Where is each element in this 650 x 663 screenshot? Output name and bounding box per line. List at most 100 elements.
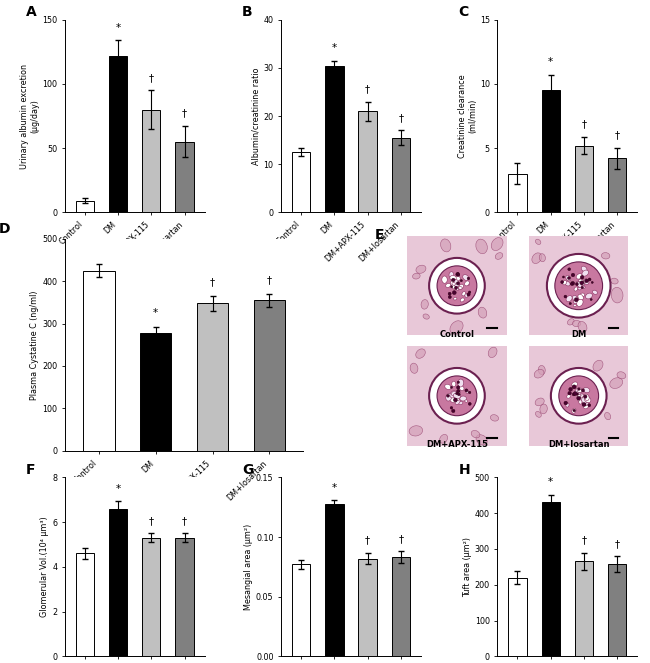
Ellipse shape — [465, 282, 470, 285]
Ellipse shape — [578, 400, 582, 404]
Ellipse shape — [578, 294, 583, 300]
Y-axis label: Urinary albumin excretion
(μg/day): Urinary albumin excretion (μg/day) — [20, 64, 40, 168]
Ellipse shape — [573, 296, 578, 301]
Circle shape — [456, 272, 460, 275]
Bar — [541, 90, 560, 212]
Ellipse shape — [586, 293, 592, 299]
Bar — [575, 145, 593, 212]
Text: †: † — [210, 277, 215, 287]
Ellipse shape — [584, 394, 589, 400]
Ellipse shape — [452, 381, 456, 387]
Ellipse shape — [536, 239, 541, 245]
Circle shape — [569, 302, 571, 305]
Ellipse shape — [563, 280, 567, 285]
Bar — [292, 564, 310, 656]
Ellipse shape — [578, 279, 584, 284]
Ellipse shape — [423, 314, 429, 319]
Text: †: † — [266, 275, 272, 285]
Ellipse shape — [540, 404, 547, 414]
Text: †: † — [365, 536, 370, 546]
Circle shape — [575, 298, 578, 302]
Circle shape — [448, 292, 451, 295]
Bar — [83, 271, 114, 451]
Circle shape — [572, 392, 575, 396]
Ellipse shape — [453, 279, 460, 287]
Ellipse shape — [458, 401, 463, 404]
Circle shape — [590, 298, 592, 300]
Circle shape — [460, 280, 462, 282]
Ellipse shape — [451, 392, 457, 396]
Ellipse shape — [457, 284, 460, 288]
Ellipse shape — [454, 276, 460, 281]
Ellipse shape — [478, 307, 487, 318]
Ellipse shape — [453, 391, 457, 394]
Circle shape — [580, 281, 584, 285]
Ellipse shape — [536, 412, 541, 417]
Ellipse shape — [465, 281, 469, 286]
Ellipse shape — [445, 385, 451, 389]
Ellipse shape — [593, 360, 603, 371]
Text: †: † — [182, 516, 187, 526]
Bar — [76, 554, 94, 656]
Circle shape — [575, 282, 578, 286]
Circle shape — [450, 286, 453, 288]
Ellipse shape — [580, 394, 586, 400]
Ellipse shape — [454, 393, 460, 398]
Text: F: F — [26, 463, 36, 477]
Ellipse shape — [450, 396, 457, 402]
Circle shape — [448, 296, 451, 298]
Ellipse shape — [572, 382, 578, 387]
Ellipse shape — [442, 276, 447, 283]
Ellipse shape — [610, 378, 623, 389]
Y-axis label: Plasma Cystatine C (ng/ml): Plasma Cystatine C (ng/ml) — [31, 290, 40, 400]
Circle shape — [568, 268, 571, 271]
Text: †: † — [149, 73, 154, 83]
Circle shape — [573, 409, 575, 412]
Circle shape — [577, 396, 580, 400]
Bar — [176, 142, 194, 212]
Ellipse shape — [567, 394, 571, 398]
Text: *: * — [548, 477, 553, 487]
Circle shape — [437, 376, 477, 416]
Ellipse shape — [578, 394, 581, 398]
Ellipse shape — [574, 287, 578, 291]
Circle shape — [564, 401, 567, 405]
Circle shape — [578, 388, 580, 391]
Text: †: † — [149, 516, 154, 526]
Circle shape — [573, 392, 577, 396]
Ellipse shape — [540, 254, 545, 262]
Circle shape — [580, 275, 584, 279]
Ellipse shape — [581, 282, 584, 286]
Circle shape — [571, 281, 575, 285]
Circle shape — [559, 376, 599, 416]
Circle shape — [437, 266, 477, 306]
Circle shape — [567, 276, 571, 280]
Ellipse shape — [610, 278, 618, 284]
Bar — [197, 303, 228, 451]
Ellipse shape — [566, 296, 572, 302]
Circle shape — [592, 281, 593, 283]
Circle shape — [457, 390, 460, 392]
Ellipse shape — [577, 392, 581, 398]
Text: †: † — [614, 131, 619, 141]
Ellipse shape — [446, 283, 450, 287]
Circle shape — [588, 278, 591, 281]
Ellipse shape — [458, 389, 461, 394]
Text: DM+losartan: DM+losartan — [548, 440, 610, 450]
Ellipse shape — [421, 300, 428, 309]
Ellipse shape — [441, 239, 451, 252]
Ellipse shape — [584, 279, 589, 284]
Circle shape — [447, 394, 449, 397]
Ellipse shape — [577, 282, 581, 286]
Text: *: * — [116, 23, 121, 32]
Ellipse shape — [578, 396, 582, 402]
Circle shape — [452, 290, 456, 294]
Bar — [325, 66, 344, 212]
Text: C: C — [458, 5, 469, 19]
Ellipse shape — [460, 396, 467, 401]
Ellipse shape — [471, 430, 480, 438]
Circle shape — [467, 293, 470, 296]
Circle shape — [450, 387, 452, 389]
Ellipse shape — [579, 283, 583, 288]
Text: †: † — [581, 536, 586, 546]
